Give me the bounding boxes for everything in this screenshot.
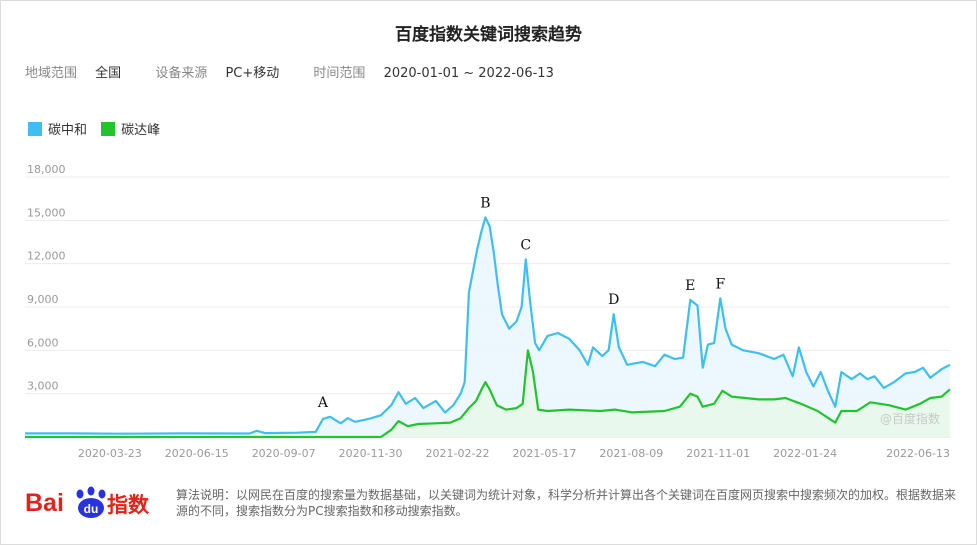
y-axis-ticks: 3,000 6,000 9,000 12,000 15,000 18,000: [27, 163, 66, 393]
y-tick-label: 3,000: [27, 380, 59, 393]
series-area-1: [25, 350, 950, 437]
filter-device-value[interactable]: PC+移动: [225, 66, 280, 81]
logo-du-text: du: [84, 502, 99, 516]
y-tick-label: 15,000: [27, 206, 66, 219]
annotation-label: C: [520, 237, 531, 253]
filter-device-label: 设备来源: [155, 66, 208, 81]
y-tick-label: 12,000: [27, 250, 66, 263]
x-tick-label: 2020-03-23: [78, 447, 142, 460]
x-tick-label: 2020-06-15: [165, 447, 229, 460]
annotation-label: B: [480, 195, 490, 211]
filter-bar: 地域范围 全国 设备来源 PC+移动 时间范围 2020-01-01 ~ 202…: [25, 62, 584, 81]
annotation-label: F: [715, 276, 725, 292]
x-tick-label: 2020-09-07: [252, 447, 316, 460]
filter-time-label: 时间范围: [313, 66, 366, 81]
x-tick-label: 2021-11-01: [686, 447, 750, 460]
x-tick-label: 2020-11-30: [339, 447, 403, 460]
x-tick-label: 2021-08-09: [599, 447, 663, 460]
legend-swatch-tandafeng: [101, 121, 116, 136]
x-tick-label: 2021-05-17: [512, 447, 576, 460]
legend-label-tanzhonghe: 碳中和: [48, 123, 88, 138]
paw-icon: du: [76, 486, 106, 518]
x-axis-ticks: 2020-03-23 2020-06-15 2020-09-07 2020-11-30…: [78, 447, 950, 460]
legend-item-tanzhonghe[interactable]: 碳中和: [28, 119, 87, 138]
filter-region-value[interactable]: 全国: [95, 66, 122, 81]
trend-chart: 3,000 6,000 9,000 12,000 15,000 18,000 2020-0…: [25, 163, 951, 460]
annotation-label: D: [608, 292, 619, 308]
y-tick-label: 9,000: [27, 293, 59, 306]
baidu-logo-svg: Bai du 指数: [25, 486, 150, 518]
y-tick-label: 18,000: [27, 163, 66, 176]
series-line-0[interactable]: [25, 216, 951, 435]
filter-time-value[interactable]: 2020-01-01 ~ 2022-06-13: [383, 66, 554, 81]
y-tick-label: 6,000: [27, 336, 59, 349]
annotation-label: E: [685, 278, 695, 294]
x-tick-label: 2021-02-22: [426, 447, 490, 460]
chart-title: 百度指数关键词搜索趋势: [395, 25, 582, 45]
baidu-index-logo: Bai du 指数: [25, 484, 155, 528]
x-tick-label: 2022-01-24: [773, 447, 837, 460]
chart-legend: 碳中和 碳达峰: [28, 119, 170, 140]
x-tick-label: 2022-06-13: [886, 447, 950, 460]
watermark-text: @百度指数: [880, 411, 940, 426]
legend-swatch-tanzhonghe: [28, 121, 42, 136]
annotation-label: A: [317, 395, 329, 411]
line-layer: [25, 216, 951, 439]
legend-label-tandafeng: 碳达峰: [121, 123, 161, 138]
series-area-0: [25, 217, 950, 437]
logo-zhishu-text: 指数: [107, 493, 150, 517]
legend-item-tandafeng[interactable]: 碳达峰: [101, 119, 160, 138]
series-line-1[interactable]: [25, 349, 951, 439]
algorithm-note: 算法说明：以网民在百度的搜索量为数据基础，以关键词为统计对象，科学分析并计算出各…: [176, 488, 957, 518]
area-layer: [25, 217, 950, 437]
annotation-layer: A B C D E F: [317, 195, 726, 410]
filter-region-label: 地域范围: [25, 66, 78, 81]
logo-bai-text: Bai: [25, 489, 64, 517]
